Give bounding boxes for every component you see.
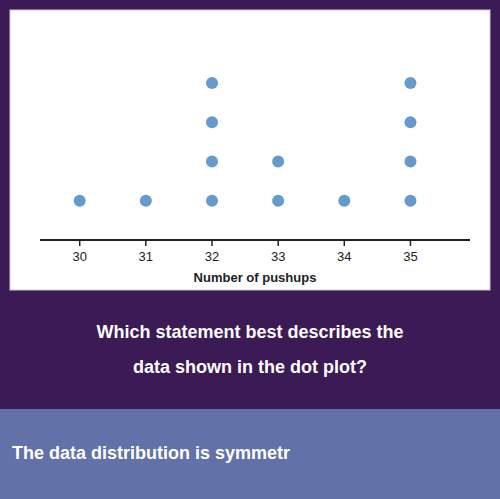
dot bbox=[74, 195, 86, 207]
x-tick-label: 31 bbox=[139, 249, 153, 264]
chart: 30 31 32 33 34 35 Number of pushups Which state… bbox=[0, 0, 500, 499]
question-text: data shown in the dot plot? bbox=[133, 357, 367, 377]
x-tick bbox=[79, 240, 81, 246]
dots bbox=[74, 77, 417, 207]
x-tick-label: 30 bbox=[72, 249, 86, 264]
plot-panel bbox=[10, 10, 490, 290]
dot bbox=[338, 195, 350, 207]
dot bbox=[404, 155, 416, 167]
dot bbox=[272, 195, 284, 207]
x-tick-label: 32 bbox=[205, 249, 219, 264]
dot bbox=[404, 116, 416, 128]
x-tick-label: 33 bbox=[271, 249, 285, 264]
x-tick-label: 35 bbox=[403, 249, 417, 264]
x-axis-line bbox=[40, 239, 470, 241]
x-tick bbox=[277, 240, 279, 246]
dot bbox=[206, 116, 218, 128]
x-tick bbox=[410, 240, 412, 246]
dot bbox=[206, 195, 218, 207]
x-tick bbox=[344, 240, 346, 246]
background bbox=[0, 0, 500, 499]
dot bbox=[206, 155, 218, 167]
answer-text: The data distribution is symmetr bbox=[12, 443, 290, 463]
dot bbox=[140, 195, 152, 207]
x-tick bbox=[145, 240, 147, 246]
answer-panel bbox=[0, 409, 500, 499]
x-tick bbox=[211, 240, 213, 246]
x-axis-label: Number of pushups bbox=[194, 270, 317, 285]
dot bbox=[404, 77, 416, 89]
x-tick-label: 34 bbox=[337, 249, 351, 264]
dot bbox=[404, 195, 416, 207]
dot bbox=[206, 77, 218, 89]
question-text: Which statement best describes the bbox=[96, 322, 403, 342]
dot bbox=[272, 155, 284, 167]
